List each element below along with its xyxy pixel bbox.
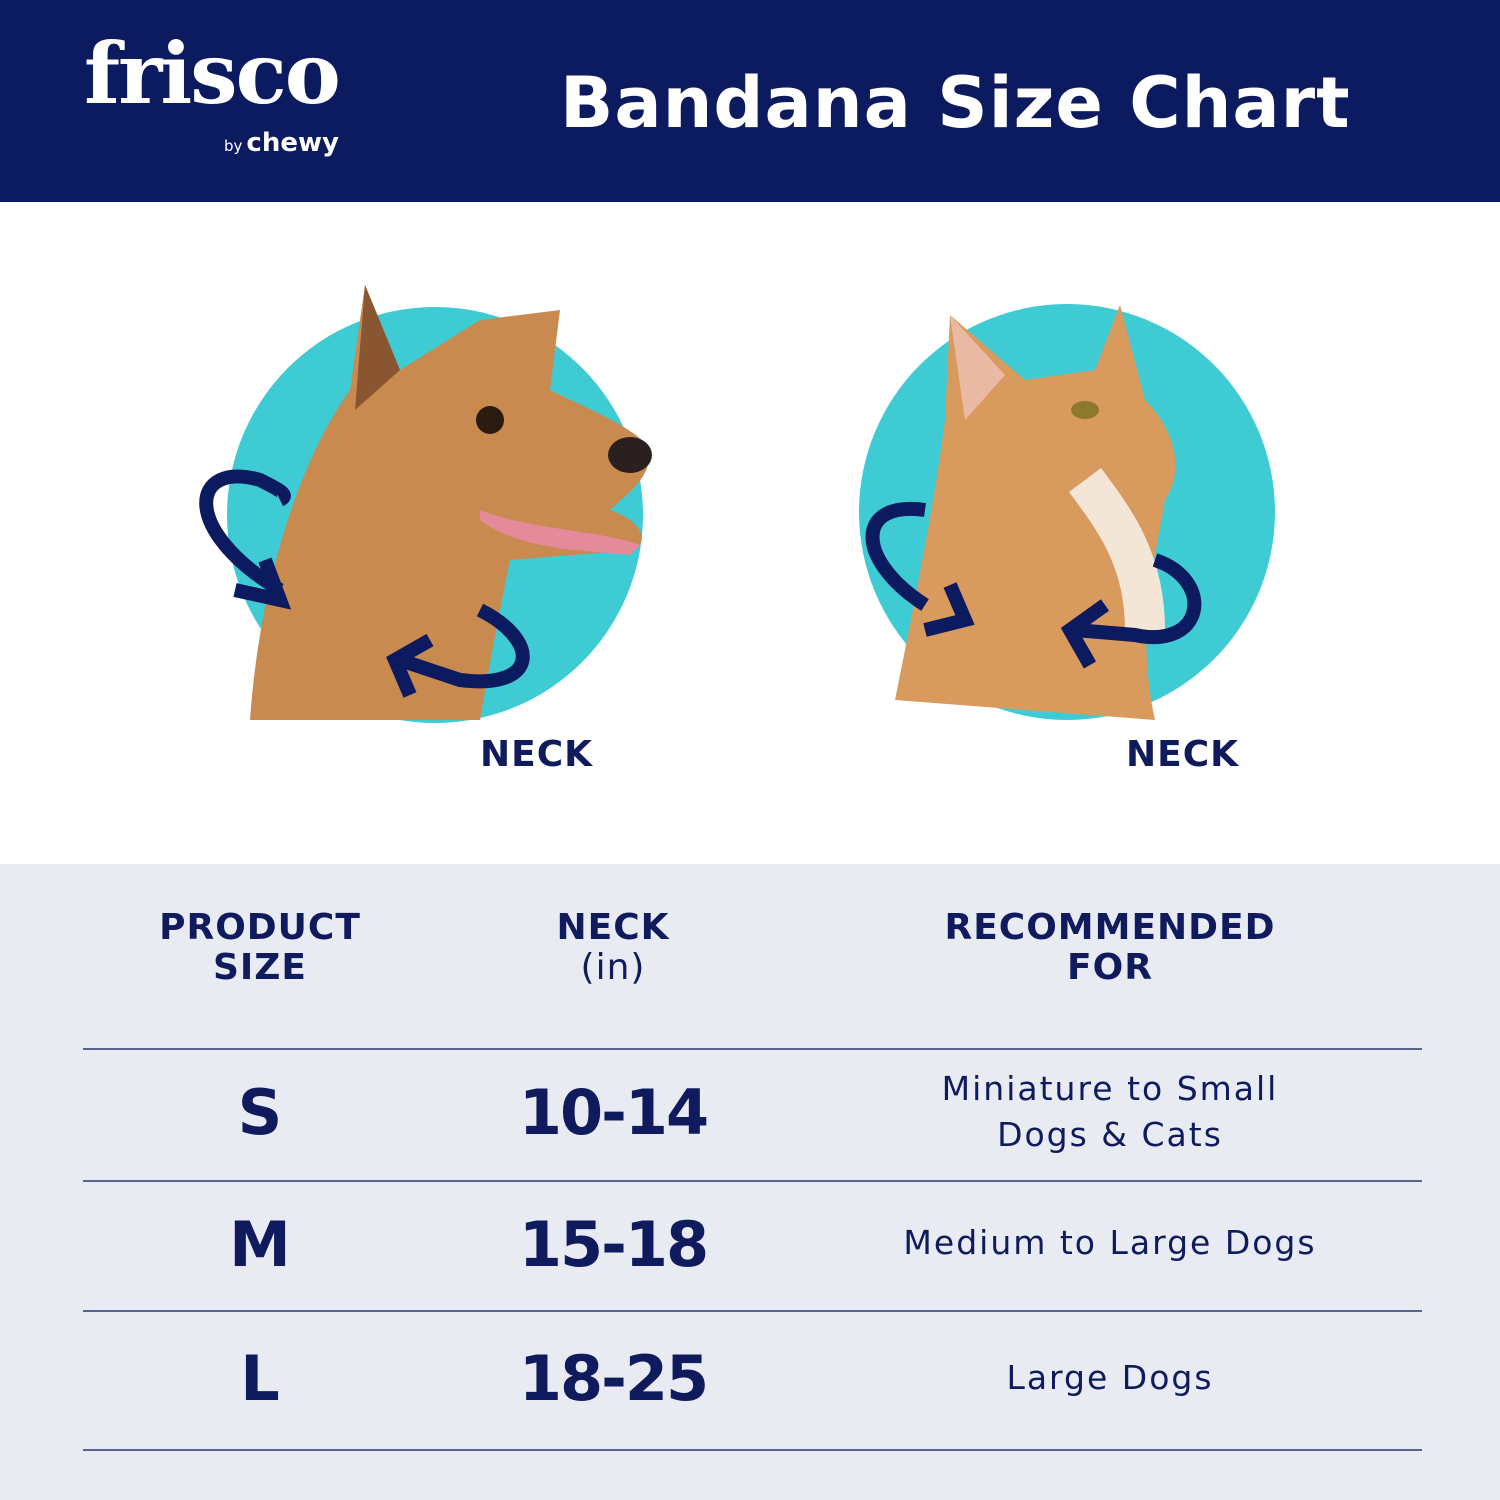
size-table: PRODUCT SIZE NECK (in) RECOMMENDED FOR S… (0, 864, 1500, 1500)
neck-cell: 18-25 (518, 1342, 709, 1415)
rec-line: Large Dogs (1006, 1358, 1214, 1397)
page-title: Bandana Size Chart (560, 62, 1351, 144)
recommended-cell: Large Dogs (810, 1355, 1410, 1401)
neck-cell: 10-14 (518, 1076, 709, 1149)
rec-line: Medium to Large Dogs (903, 1223, 1317, 1262)
header-line: NECK (556, 907, 670, 948)
size-cell: S (237, 1076, 283, 1149)
size-cell: M (229, 1208, 291, 1281)
divider (83, 1048, 1422, 1050)
header-recommended-for: RECOMMENDED FOR (860, 908, 1360, 988)
divider (83, 1449, 1422, 1451)
header-line: PRODUCT (159, 907, 361, 948)
header-unit: (in) (580, 947, 646, 988)
header-line: SIZE (212, 947, 308, 988)
neck-cell: 15-18 (518, 1208, 709, 1281)
cat-neck-label: NECK (1126, 734, 1240, 775)
rec-line: Miniature to Small (941, 1069, 1279, 1108)
cat-neck-illustration (859, 304, 1275, 720)
header-line: FOR (1067, 947, 1153, 988)
header-banner: frisco by chewy Bandana Size Chart (0, 0, 1500, 202)
frisco-logo: frisco by chewy (84, 24, 341, 159)
divider (83, 1180, 1422, 1182)
divider (83, 1310, 1422, 1312)
logo-byline: by chewy (224, 128, 339, 158)
dog-neck-illustration (199, 285, 652, 723)
recommended-cell: Medium to Large Dogs (810, 1220, 1410, 1266)
logo-by: by (224, 137, 243, 155)
logo-chewy: chewy (246, 128, 339, 158)
header-line: RECOMMENDED (944, 907, 1276, 948)
dog-neck-label: NECK (480, 734, 594, 775)
size-cell: L (240, 1342, 280, 1415)
rec-line: Dogs & Cats (997, 1115, 1223, 1154)
header-product-size: PRODUCT SIZE (110, 908, 410, 988)
header-neck: NECK (in) (463, 908, 763, 988)
logo-brand: frisco (84, 24, 341, 123)
recommended-cell: Miniature to Small Dogs & Cats (810, 1066, 1410, 1158)
